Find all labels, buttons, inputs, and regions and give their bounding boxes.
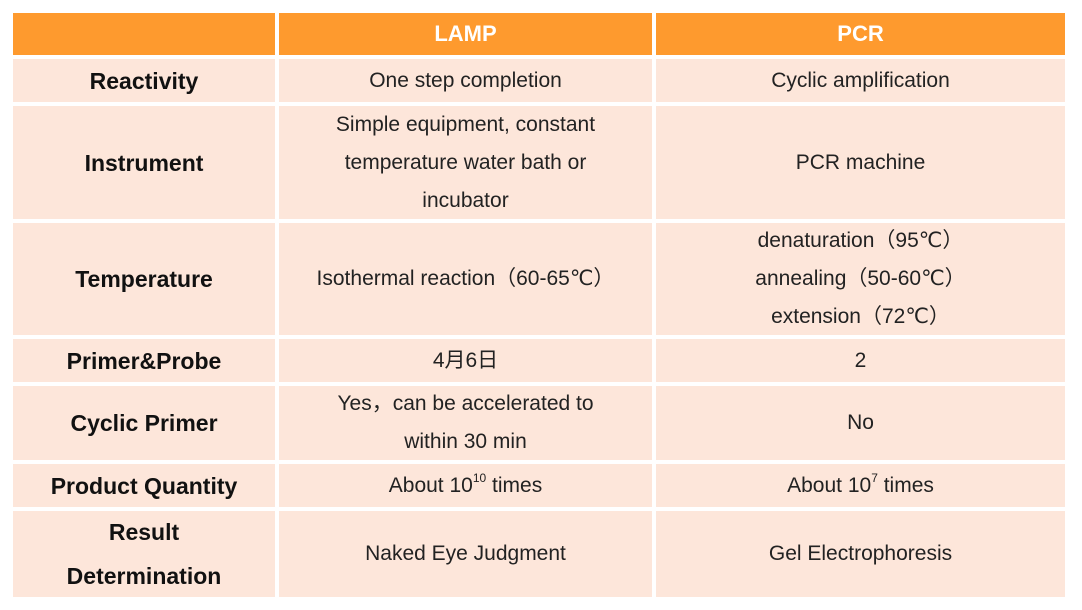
pcr-cell: No [656,386,1065,460]
pcr-cell: Cyclic amplification [656,59,1065,102]
lamp-cell: About 1010 times [279,464,652,507]
quantity-exponent: 7 [871,470,878,485]
lamp-cell: Naked Eye Judgment [279,511,652,597]
quantity-prefix: About 10 [388,473,473,497]
pcr-line: denaturation（95℃） [757,229,964,252]
lamp-cell: Isothermal reaction（60-65℃） [279,223,652,335]
row-label: Temperature [13,223,275,335]
table-row-product-quantity: Product Quantity About 1010 times About … [13,464,1069,507]
row-label: Primer&Probe [13,339,275,382]
quantity-suffix: times [877,473,934,497]
lamp-line: within 30 min [404,430,527,453]
row-label: Instrument [13,106,275,219]
table-row-instrument: Instrument Simple equipment, constant te… [13,106,1069,219]
row-label: Product Quantity [13,464,275,507]
lamp-line: Yes，can be accelerated to [337,392,594,415]
table-row-cyclic-primer: Cyclic Primer Yes，can be accelerated to … [13,386,1069,460]
quantity-exponent: 10 [472,470,487,485]
row-label-line: Result [108,519,180,545]
row-label: Cyclic Primer [13,386,275,460]
pcr-cell: 2 [656,339,1065,382]
lamp-line: temperature water bath or [344,150,587,174]
header-lamp: LAMP [279,13,652,55]
row-label: Result Determination [13,511,275,597]
pcr-cell: About 107 times [656,464,1065,507]
comparison-table: LAMP PCR Reactivity One step completion … [13,13,1069,601]
lamp-line: incubator [422,188,509,212]
header-corner-cell [13,13,275,55]
lamp-line: Simple equipment, constant [335,112,596,136]
header-pcr: PCR [656,13,1065,55]
lamp-cell: Simple equipment, constant temperature w… [279,106,652,219]
table-row-result-determination: Result Determination Naked Eye Judgment … [13,511,1069,597]
quantity-prefix: About 10 [787,473,872,497]
table-row-reactivity: Reactivity One step completion Cyclic am… [13,59,1069,102]
header-row: LAMP PCR [13,13,1069,55]
lamp-cell: One step completion [279,59,652,102]
table-row-temperature: Temperature Isothermal reaction（60-65℃） … [13,223,1069,335]
quantity-suffix: times [486,473,543,497]
pcr-line: annealing（50-60℃） [755,267,966,290]
lamp-cell: 4月6日 [279,339,652,382]
row-label: Reactivity [13,59,275,102]
pcr-cell: Gel Electrophoresis [656,511,1065,597]
lamp-cell: Yes，can be accelerated to within 30 min [279,386,652,460]
table-row-primer-probe: Primer&Probe 4月6日 2 [13,339,1069,382]
row-label-line: Determination [66,563,222,589]
pcr-line: extension（72℃） [771,305,950,328]
pcr-cell: PCR machine [656,106,1065,219]
pcr-cell: denaturation（95℃） annealing（50-60℃） exte… [656,223,1065,335]
